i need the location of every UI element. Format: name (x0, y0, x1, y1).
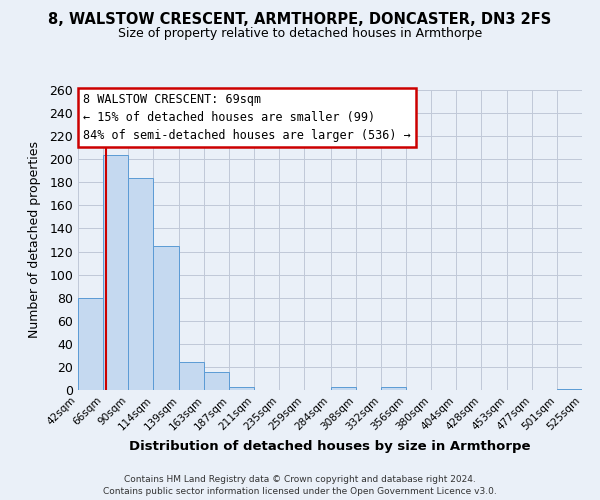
Text: Contains HM Land Registry data © Crown copyright and database right 2024.: Contains HM Land Registry data © Crown c… (124, 474, 476, 484)
Bar (557, 389, 582, 390)
Text: 8 WALSTOW CRESCENT: 69sqm
← 15% of detached houses are smaller (99)
84% of semi-: 8 WALSTOW CRESCENT: 69sqm ← 15% of detac… (83, 93, 411, 142)
Y-axis label: Number of detached properties: Number of detached properties (28, 142, 41, 338)
Bar (380, 386, 406, 390)
Bar (331, 386, 356, 390)
Bar (229, 386, 254, 390)
X-axis label: Distribution of detached houses by size in Armthorpe: Distribution of detached houses by size … (129, 440, 531, 453)
Bar (128, 178, 153, 390)
Bar (103, 154, 128, 390)
Text: 8, WALSTOW CRESCENT, ARMTHORPE, DONCASTER, DN3 2FS: 8, WALSTOW CRESCENT, ARMTHORPE, DONCASTE… (49, 12, 551, 28)
Bar (153, 246, 179, 390)
Bar (179, 362, 204, 390)
Bar (78, 298, 103, 390)
Text: Size of property relative to detached houses in Armthorpe: Size of property relative to detached ho… (118, 28, 482, 40)
Bar (204, 372, 229, 390)
Text: Contains public sector information licensed under the Open Government Licence v3: Contains public sector information licen… (103, 486, 497, 496)
